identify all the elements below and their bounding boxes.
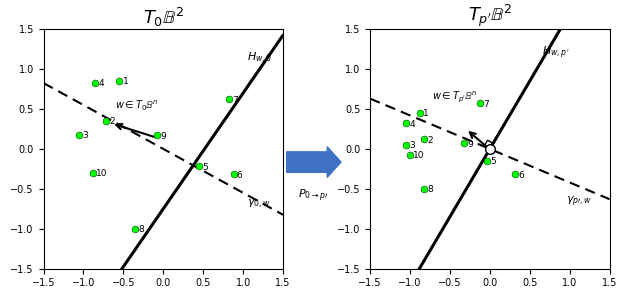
Text: 5: 5 <box>202 163 208 172</box>
Text: 2: 2 <box>109 117 115 126</box>
Text: 4: 4 <box>409 119 415 128</box>
Text: 6: 6 <box>237 171 242 180</box>
Title: $T_0\mathbb{B}^2$: $T_0\mathbb{B}^2$ <box>143 6 183 29</box>
Text: $H_{w,0}$: $H_{w,0}$ <box>247 51 272 66</box>
Text: 2: 2 <box>428 135 433 145</box>
Text: $w \in T_{p'}\mathbb{B}^n$: $w \in T_{p'}\mathbb{B}^n$ <box>432 89 478 104</box>
Text: 9: 9 <box>467 140 474 149</box>
Text: 5: 5 <box>490 157 496 166</box>
Text: 7: 7 <box>484 100 489 109</box>
Text: 1: 1 <box>423 109 428 118</box>
Text: 6: 6 <box>519 171 524 180</box>
Text: 8: 8 <box>428 185 433 194</box>
Text: 3: 3 <box>83 131 89 140</box>
Text: $w \in T_0\mathbb{B}^n$: $w \in T_0\mathbb{B}^n$ <box>116 99 159 113</box>
Text: 1: 1 <box>122 77 128 86</box>
Text: $\gamma_{p\prime,w}$: $\gamma_{p\prime,w}$ <box>566 194 592 209</box>
Text: 8: 8 <box>139 225 144 234</box>
Text: 10: 10 <box>413 152 425 161</box>
Text: $P_{0\to p\prime}$: $P_{0\to p\prime}$ <box>298 188 328 204</box>
Text: 7: 7 <box>232 95 237 105</box>
Text: 3: 3 <box>409 141 415 150</box>
FancyArrow shape <box>286 147 341 178</box>
Text: 9: 9 <box>160 131 166 140</box>
Text: 4: 4 <box>99 79 104 88</box>
Text: 10: 10 <box>96 169 108 178</box>
Text: $\gamma_{0,w}$: $\gamma_{0,w}$ <box>247 198 271 211</box>
Title: $T_{p'}\mathbb{B}^2$: $T_{p'}\mathbb{B}^2$ <box>468 3 512 29</box>
Text: $H_{w,p'}$: $H_{w,p'}$ <box>542 44 569 60</box>
